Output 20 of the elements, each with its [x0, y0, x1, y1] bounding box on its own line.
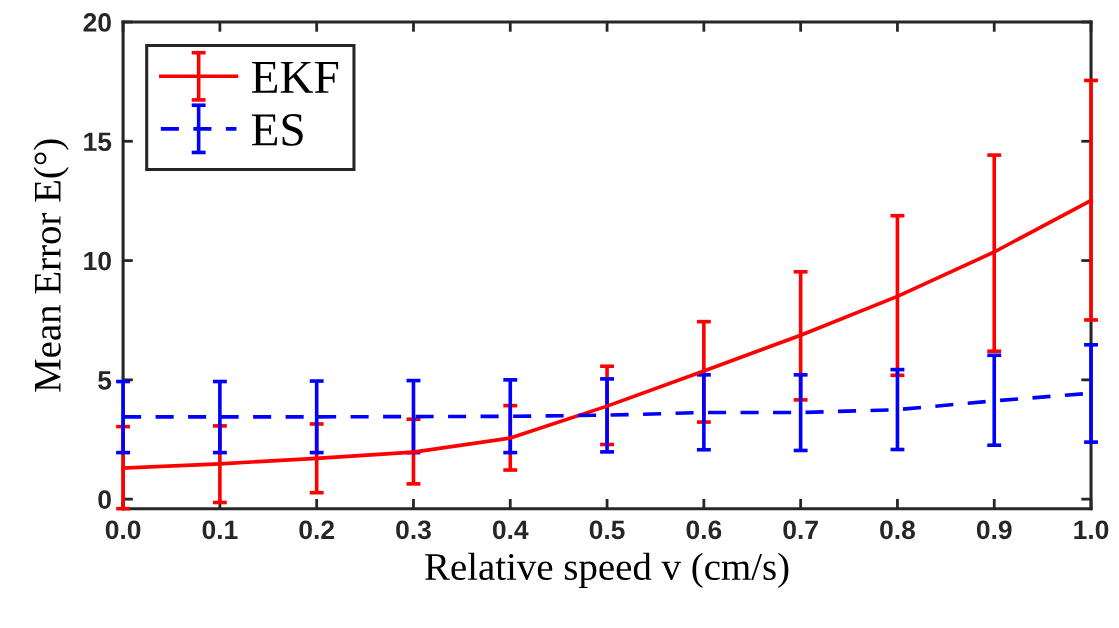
y-axis-title: Mean Error E(°) [33, 139, 69, 392]
x-tick-label: 0.6 [686, 520, 722, 540]
legend-label: ES [251, 114, 303, 146]
x-tick-label: 0.4 [492, 520, 529, 540]
x-tick-label: 0.3 [396, 520, 431, 540]
x-tick-label: 0.5 [589, 520, 625, 540]
y-tick-label: 20 [83, 13, 111, 32]
x-tick-label: 0.7 [783, 520, 818, 540]
y-tick-label: 10 [84, 251, 111, 271]
y-tick-label: 0 [98, 490, 111, 509]
y-tick-label: 15 [84, 132, 112, 152]
legend-label: EKF [251, 61, 339, 93]
x-tick-label: 0.8 [880, 520, 915, 540]
x-tick-label: 0.2 [299, 520, 334, 540]
x-tick-label: 0.9 [976, 520, 1012, 540]
x-axis-title: Relative speed v (cm/s) [425, 552, 789, 588]
x-tick-label: 0.1 [202, 520, 238, 540]
y-tick-label: 5 [98, 371, 112, 390]
x-tick-label: 1.0 [1074, 520, 1109, 540]
x-tick-label: 0.0 [105, 520, 141, 540]
